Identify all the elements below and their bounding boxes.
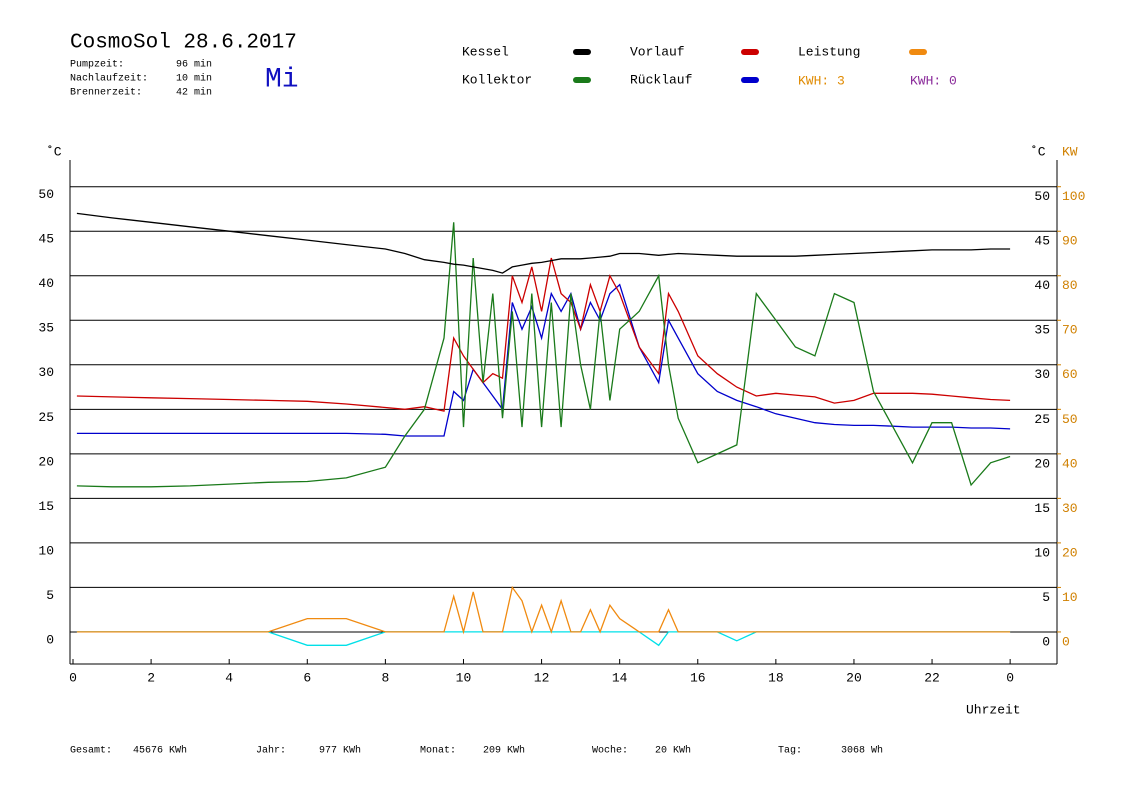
footer-label: Tag: — [778, 746, 802, 757]
y-tick-label-right: 5 — [1042, 590, 1050, 605]
x-tick-label: 10 — [456, 670, 472, 685]
y2-tick-label: 0 — [1062, 634, 1070, 649]
footer-label: Jahr: — [256, 745, 286, 757]
y2-tick-label: 90 — [1062, 234, 1078, 249]
x-tick-label: 0 — [1006, 670, 1014, 685]
info-value: 10 min — [176, 73, 212, 85]
info-value: 42 min — [176, 87, 212, 99]
footer-label: Monat: — [420, 746, 456, 757]
x-axis-label: Uhrzeit — [966, 702, 1021, 717]
y-tick-label-right: 10 — [1034, 545, 1050, 560]
y2-tick-label: 80 — [1062, 278, 1078, 293]
series-line — [76, 257, 1011, 412]
legend-label: Kollektor — [462, 72, 532, 87]
footer-value: 209 KWh — [483, 745, 525, 757]
x-tick-label: 18 — [768, 670, 784, 685]
legend-label: Vorlauf — [630, 44, 685, 59]
y-axis-label-right: ˚C — [1030, 144, 1046, 159]
y-tick-label-right: 25 — [1034, 412, 1050, 427]
y2-tick-label: 40 — [1062, 456, 1078, 471]
y2-tick-label: 100 — [1062, 189, 1085, 204]
x-tick-label: 12 — [534, 670, 550, 685]
y-tick-label: 15 — [38, 499, 54, 514]
footer-value: 977 KWh — [319, 745, 361, 757]
info-value: 96 min — [176, 59, 212, 71]
info-label: Pumpzeit: — [70, 59, 124, 71]
y2-tick-label: 60 — [1062, 367, 1078, 382]
y-tick-label-right: 30 — [1034, 367, 1050, 382]
y-tick-label-right: 0 — [1042, 634, 1050, 649]
x-tick-label: 6 — [303, 670, 311, 685]
y2-tick-label: 50 — [1062, 412, 1078, 427]
chart-title: CosmoSol 28.6.2017 — [70, 32, 297, 55]
y-tick-label: 35 — [38, 321, 54, 336]
y-tick-label-right: 15 — [1034, 501, 1050, 516]
info-label: Brennerzeit: — [70, 87, 142, 99]
y-tick-label-right: 45 — [1034, 234, 1050, 249]
y-tick-label-right: 40 — [1034, 278, 1050, 293]
info-label: Nachlaufzeit: — [70, 73, 148, 85]
y-tick-label: 50 — [38, 187, 54, 202]
kwh-label: KWH: 3 — [798, 73, 845, 88]
y2-tick-label: 20 — [1062, 545, 1078, 560]
y2-axis-label: KW — [1062, 144, 1078, 159]
series-line — [76, 222, 1011, 488]
legend-label: Leistung — [798, 44, 860, 59]
footer-value: 45676 KWh — [133, 745, 187, 757]
y-axis-label: ˚C — [46, 144, 62, 159]
y-tick-label-right: 50 — [1034, 189, 1050, 204]
y2-tick-label: 70 — [1062, 323, 1078, 338]
y-tick-label-right: 20 — [1034, 456, 1050, 471]
series-line — [76, 585, 1011, 635]
y-tick-label: 25 — [38, 410, 54, 425]
y2-tick-label: 10 — [1062, 590, 1078, 605]
y-tick-label-right: 35 — [1034, 323, 1050, 338]
weekday: Mi — [265, 64, 299, 95]
x-tick-label: 2 — [147, 670, 155, 685]
x-tick-label: 4 — [225, 670, 233, 685]
y-tick-label: 40 — [38, 276, 54, 291]
x-tick-label: 0 — [69, 670, 77, 685]
x-tick-label: 8 — [381, 670, 389, 685]
y2-tick-label: 30 — [1062, 501, 1078, 516]
y-tick-label: 5 — [46, 588, 54, 603]
footer-value: 3068 Wh — [841, 745, 883, 757]
y-tick-label: 30 — [38, 365, 54, 380]
x-tick-label: 22 — [924, 670, 940, 685]
y-tick-label: 10 — [38, 543, 54, 558]
x-tick-label: 16 — [690, 670, 706, 685]
legend-label: Rücklauf — [630, 72, 692, 87]
legend-label: Kessel — [462, 44, 509, 59]
footer-label: Gesamt: — [70, 746, 112, 757]
y-tick-label: 0 — [46, 632, 54, 647]
kwh-label: KWH: 0 — [910, 73, 957, 88]
y-tick-label: 20 — [38, 454, 54, 469]
y-tick-label: 45 — [38, 232, 54, 247]
x-tick-label: 20 — [846, 670, 862, 685]
x-tick-label: 14 — [612, 670, 628, 685]
footer-value: 20 KWh — [655, 745, 691, 757]
series-line — [76, 212, 1011, 274]
footer-label: Woche: — [592, 745, 628, 757]
